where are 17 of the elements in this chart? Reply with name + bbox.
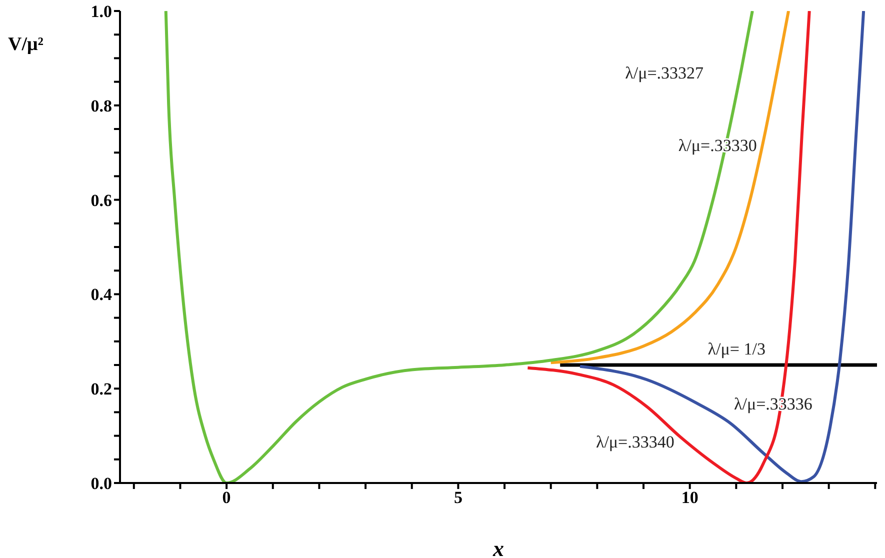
- x-tick-label: 5: [454, 488, 462, 508]
- y-tick-label: 0.0: [90, 474, 112, 494]
- y-tick-label: 0.8: [90, 96, 112, 116]
- y-tick-label: 0.2: [90, 380, 112, 399]
- series-label: λ/μ=.33340: [596, 432, 674, 452]
- y-tick-label: 0.4: [90, 285, 112, 304]
- line-series: [578, 11, 866, 483]
- series-label: λ/μ= 1/3: [708, 340, 766, 359]
- line-series: [526, 11, 811, 483]
- x-axis-title: x: [492, 536, 504, 558]
- y-axis-title: V/μ²: [8, 34, 44, 56]
- text: λ/μ=.33327: [625, 63, 704, 82]
- y-tick-label: 1.0: [90, 2, 112, 22]
- x-tick-label: 0: [222, 488, 231, 508]
- y-tick-label: 0.6: [90, 190, 112, 210]
- x-tick-label: 10: [681, 488, 698, 508]
- line-series: [549, 11, 790, 364]
